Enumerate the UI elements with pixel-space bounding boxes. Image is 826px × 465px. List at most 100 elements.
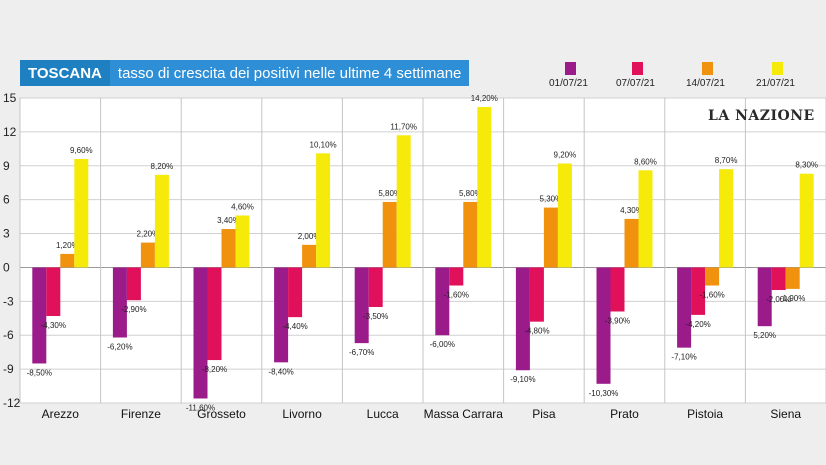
bar-arezzo-3 — [74, 159, 89, 268]
data-label: -7,10% — [671, 353, 696, 362]
bar-prato-0 — [596, 267, 611, 384]
data-label: 9,20% — [554, 151, 577, 160]
legend-label: 21/07/21 — [756, 78, 795, 89]
data-label: 4,60% — [231, 202, 254, 211]
data-label: 1,20% — [56, 241, 79, 250]
data-label: 2,20% — [137, 230, 160, 239]
x-tick-label: Firenze — [121, 407, 161, 421]
data-label: -3,50% — [363, 312, 388, 321]
bar-pisa-1 — [529, 267, 544, 322]
bar-prato-3 — [638, 170, 653, 268]
bar-pistoia-1 — [691, 267, 706, 315]
bar-grosseto-0 — [193, 267, 208, 399]
data-label: 5,80% — [378, 189, 401, 198]
bar-lucca-0 — [354, 267, 369, 344]
brand-logo: LA NAZIONE — [708, 108, 815, 124]
legend-swatch — [772, 62, 783, 75]
data-label: 2,00% — [298, 232, 321, 241]
legend: 01/07/21 07/07/21 14/07/21 21/07/21 — [549, 62, 825, 90]
bar-lucca-2 — [382, 201, 397, 268]
data-label: 3,40% — [217, 216, 240, 225]
data-label: -9,10% — [510, 375, 535, 384]
bar-firenze-1 — [126, 267, 141, 301]
y-tick-label: 15 — [3, 91, 17, 105]
data-label: -8,50% — [27, 368, 52, 377]
bar-prato-1 — [610, 267, 625, 312]
data-label: -4,30% — [41, 321, 66, 330]
y-tick-label: -6 — [3, 328, 14, 342]
data-label: 14,20% — [471, 94, 498, 103]
bar-pisa-2 — [543, 207, 558, 268]
data-label: -1,90% — [780, 294, 805, 303]
x-tick-label: Livorno — [282, 407, 322, 421]
bar-firenze-0 — [112, 267, 127, 338]
data-label: 4,30% — [620, 206, 643, 215]
data-label: 10,10% — [310, 140, 337, 149]
x-tick-label: Siena — [770, 407, 801, 421]
bar-pisa-3 — [557, 163, 572, 268]
bar-grosseto-2 — [221, 229, 236, 268]
data-label: 5,30% — [540, 195, 563, 204]
bar-livorno-0 — [274, 267, 289, 363]
bar-lucca-1 — [368, 267, 383, 307]
data-label: 8,20% — [151, 162, 174, 171]
data-label: 8,60% — [634, 157, 657, 166]
title-subtitle: tasso di crescita dei positivi nelle ult… — [109, 60, 470, 86]
data-label: -6,20% — [107, 342, 132, 351]
bar-livorno-2 — [302, 244, 317, 268]
bar-prato-2 — [624, 218, 639, 268]
legend-label: 14/07/21 — [686, 78, 725, 89]
legend-swatch — [702, 62, 713, 75]
bar-siena-2 — [785, 267, 800, 289]
data-label: 8,30% — [795, 161, 818, 170]
bar-arezzo-1 — [46, 267, 61, 317]
x-tick-label: Grosseto — [197, 407, 246, 421]
legend-swatch — [632, 62, 643, 75]
x-tick-label: Pistoia — [687, 407, 723, 421]
legend-swatch — [565, 62, 576, 75]
x-tick-label: Prato — [610, 407, 639, 421]
data-label: -4,40% — [282, 322, 307, 331]
x-tick-label: Massa Carrara — [424, 407, 504, 421]
bar-siena-1 — [771, 267, 786, 291]
bar-livorno-1 — [288, 267, 303, 318]
legend-label: 01/07/21 — [549, 78, 588, 89]
data-label: -8,20% — [202, 365, 227, 374]
data-label: -8,40% — [268, 367, 293, 376]
data-label: -2,00% — [766, 295, 791, 304]
data-label: 9,60% — [70, 146, 93, 155]
bar-massa-carrara-3 — [477, 107, 492, 268]
data-label: -2,90% — [121, 305, 146, 314]
bar-siena-3 — [799, 173, 814, 268]
bar-livorno-3 — [316, 153, 331, 268]
bar-pisa-0 — [515, 267, 530, 371]
bar-pistoia-3 — [719, 169, 734, 268]
bar-grosseto-3 — [235, 215, 250, 268]
bar-massa-carrara-2 — [463, 201, 478, 268]
bar-firenze-3 — [154, 174, 169, 268]
data-label: -4,20% — [685, 320, 710, 329]
data-label: -3,90% — [605, 317, 630, 326]
bar-siena-0 — [757, 267, 772, 327]
bar-arezzo-2 — [60, 253, 75, 268]
y-tick-label: 6 — [3, 193, 10, 207]
bar-arezzo-0 — [32, 267, 47, 364]
x-tick-label: Pisa — [532, 407, 556, 421]
bar-pistoia-2 — [705, 267, 720, 286]
data-label: 5,80% — [459, 189, 482, 198]
bar-grosseto-1 — [207, 267, 222, 361]
bar-firenze-2 — [140, 242, 155, 268]
bar-pistoia-0 — [677, 267, 692, 348]
y-tick-label: 12 — [3, 125, 17, 139]
y-tick-label: -9 — [3, 362, 14, 376]
bar-lucca-3 — [396, 135, 411, 268]
data-label: -6,00% — [430, 340, 455, 349]
legend-label: 07/07/21 — [616, 78, 655, 89]
data-label: -1,60% — [444, 291, 469, 300]
data-label: 8,70% — [715, 156, 738, 165]
data-label: -11,60% — [186, 403, 215, 412]
y-tick-label: 9 — [3, 159, 10, 173]
y-tick-label: -12 — [3, 396, 21, 410]
chart-title: TOSCANA tasso di crescita dei positivi n… — [20, 60, 470, 86]
